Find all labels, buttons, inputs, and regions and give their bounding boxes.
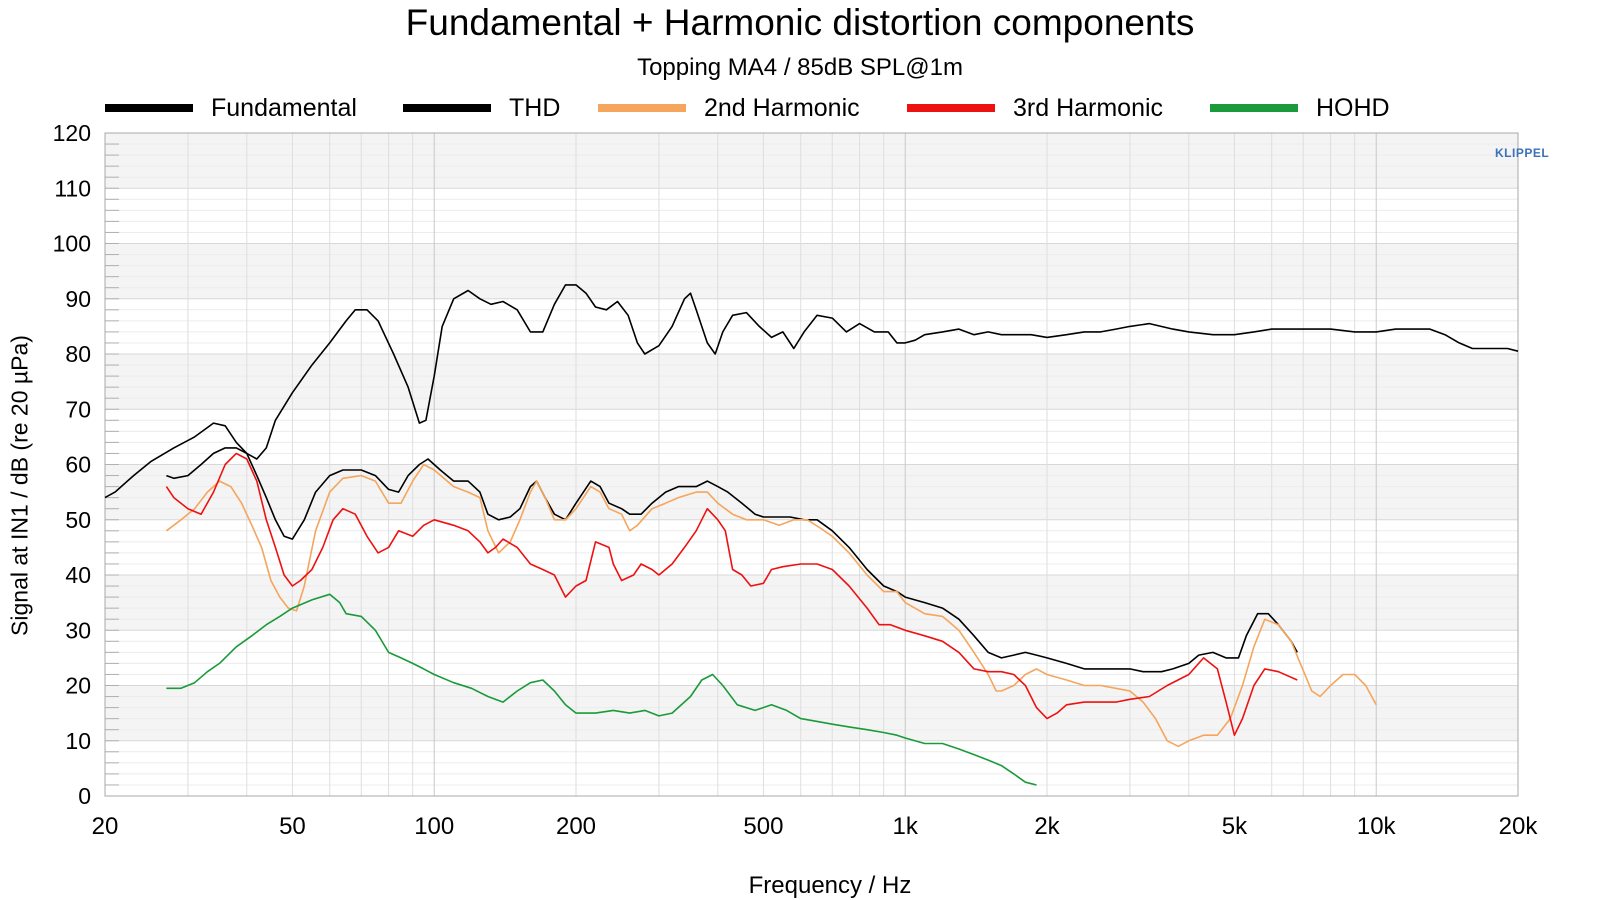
klippel-logo: KLIPPEL xyxy=(1495,146,1550,160)
x-axis-label: Frequency / Hz xyxy=(748,872,912,899)
legend-item-hohd: HOHD xyxy=(1210,92,1390,124)
legend-item-3rd-harmonic: 3rd Harmonic xyxy=(907,92,1163,124)
y-tick-label: 20 xyxy=(65,673,91,699)
series-line-3rd-harmonic xyxy=(165,452,1298,736)
y-tick-label: 120 xyxy=(53,120,91,146)
legend-label-3rd-harmonic: 3rd Harmonic xyxy=(1013,93,1164,122)
background-bands xyxy=(105,133,1518,741)
legend-swatch-2nd-harmonic xyxy=(598,104,686,112)
legend-swatch-thd xyxy=(403,104,491,112)
legend-swatch-hohd xyxy=(1210,104,1298,112)
y-tick-label: 110 xyxy=(54,175,91,201)
y-axis-label: Signal at IN1 / dB (re 20 µPa) xyxy=(6,335,33,636)
plot-frame xyxy=(104,132,1519,797)
series-lines xyxy=(104,284,1519,786)
band xyxy=(105,575,1518,631)
legend-label-hohd: HOHD xyxy=(1316,93,1390,122)
x-tick-labels: 20 50 100 200 500 1k 2k 5k 10k 20k xyxy=(92,813,1539,840)
x-tick-label: 5k xyxy=(1222,813,1248,840)
y-tick-labels: 0 10 20 30 40 50 60 70 80 90 100 110 120 xyxy=(53,120,91,809)
legend-label-2nd-harmonic: 2nd Harmonic xyxy=(704,93,860,122)
legend: Fundamental THD 2nd Harmonic 3rd Harmoni… xyxy=(0,92,1600,124)
band xyxy=(105,685,1518,741)
legend-swatch-3rd-harmonic xyxy=(907,104,995,112)
x-tick-label: 200 xyxy=(556,813,596,840)
band xyxy=(105,354,1518,410)
x-tick-label: 100 xyxy=(414,813,454,840)
band xyxy=(105,464,1518,520)
series-line-thd xyxy=(166,447,1299,673)
series-line-hohd xyxy=(166,593,1037,786)
x-tick-label: 500 xyxy=(743,813,783,840)
y-tick-label: 60 xyxy=(65,452,91,478)
y-tick-label: 80 xyxy=(65,341,91,367)
y-tick-label: 10 xyxy=(65,728,91,754)
band xyxy=(105,243,1518,299)
series-line-2nd-harmonic xyxy=(165,463,1377,748)
legend-item-thd: THD xyxy=(403,92,560,124)
x-tick-label: 2k xyxy=(1034,813,1060,840)
y-tick-label: 40 xyxy=(65,562,91,588)
x-tick-label: 20k xyxy=(1499,813,1539,840)
grid-lines xyxy=(104,132,1519,797)
x-tick-label: 10k xyxy=(1357,813,1397,840)
legend-item-2nd-harmonic: 2nd Harmonic xyxy=(598,92,860,124)
x-tick-label: 1k xyxy=(893,813,919,840)
band xyxy=(105,133,1518,189)
y-tick-label: 100 xyxy=(53,231,91,257)
x-tick-label: 50 xyxy=(279,813,306,840)
x-tick-label: 20 xyxy=(92,813,119,840)
y-tick-label: 30 xyxy=(65,617,91,643)
chart-title: Fundamental + Harmonic distortion compon… xyxy=(405,2,1195,43)
y-tick-label: 50 xyxy=(65,507,91,533)
y-tick-label: 90 xyxy=(65,286,91,312)
legend-item-fundamental: Fundamental xyxy=(105,92,357,124)
y-tick-label: 70 xyxy=(65,396,91,422)
series-line-fundamental xyxy=(104,284,1519,499)
chart-subtitle: Topping MA4 / 85dB SPL@1m xyxy=(637,54,963,81)
legend-label-fundamental: Fundamental xyxy=(211,93,357,122)
legend-label-thd: THD xyxy=(509,93,561,122)
legend-swatch-fundamental xyxy=(105,104,193,112)
y-tick-label: 0 xyxy=(78,783,91,809)
